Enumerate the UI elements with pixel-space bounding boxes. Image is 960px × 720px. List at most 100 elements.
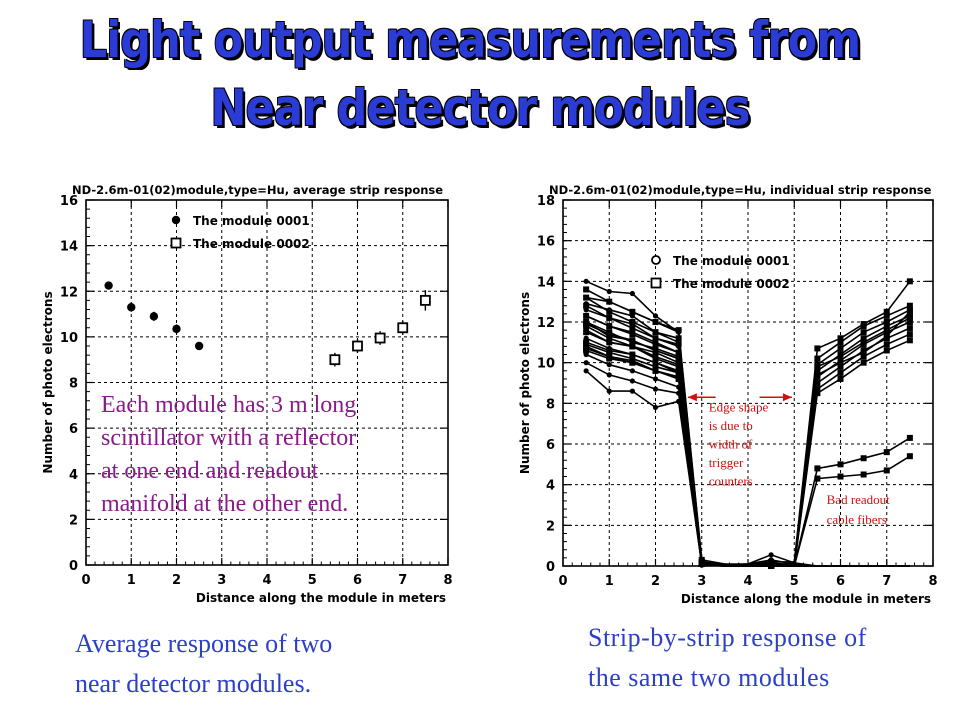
- data-point: [698, 560, 705, 567]
- slide-title-line-1: Light output measurements from: [79, 11, 861, 69]
- legend-label: The module 0002: [673, 277, 790, 291]
- data-point: [814, 345, 821, 352]
- edge-note-line: is due to: [709, 418, 753, 433]
- left-caption-line-1: Average response of two: [75, 629, 333, 658]
- data-point: [652, 367, 659, 374]
- data-point: [675, 353, 682, 360]
- data-point: [606, 298, 613, 305]
- data-point: [629, 359, 636, 366]
- left-arrow-head: [687, 393, 697, 402]
- left-caption-line-2: near detector modules.: [75, 669, 312, 698]
- grid-lines: [86, 200, 448, 565]
- data-point: [652, 341, 659, 348]
- data-point: [629, 325, 636, 332]
- data-point: [329, 354, 341, 366]
- data-point: [652, 353, 659, 360]
- bad-fiber-note: Bad readout cable fibers: [827, 492, 891, 527]
- strip-series: [585, 280, 911, 567]
- data-point: [675, 375, 682, 382]
- series-1: [104, 281, 204, 351]
- legend-label: The module 0002: [193, 237, 310, 251]
- x-axis-label: Distance along the module in meters: [681, 592, 931, 606]
- series-2: [329, 290, 431, 367]
- data-point: [675, 341, 682, 348]
- data-point: [906, 434, 913, 441]
- data-point: [837, 335, 844, 342]
- module-description: Each module has 3 m long scintillator wit…: [101, 392, 356, 517]
- data-point: [860, 339, 867, 346]
- data-point: [883, 347, 890, 354]
- slide-title-line-2: Near detector modules: [210, 79, 751, 137]
- data-point: [652, 404, 659, 410]
- legend-label: The module 0001: [673, 254, 790, 268]
- data-point: [583, 302, 590, 309]
- data-point: [583, 368, 589, 374]
- x-tick-label: 8: [443, 573, 452, 588]
- x-tick-label: 2: [651, 574, 660, 589]
- data-point: [814, 367, 821, 374]
- data-point: [814, 371, 821, 378]
- data-point: [583, 294, 590, 301]
- data-point: [883, 449, 890, 456]
- edge-note-line: width of: [709, 436, 753, 451]
- bad-fiber-note-line: cable fibers: [827, 512, 887, 527]
- data-point: [652, 376, 659, 382]
- x-tick-label: 6: [836, 574, 845, 589]
- data-point: [149, 312, 159, 321]
- data-point: [583, 329, 590, 336]
- data-point: [675, 327, 682, 334]
- data-point: [652, 329, 659, 336]
- data-point: [860, 353, 867, 360]
- data-point: [860, 323, 867, 330]
- y-tick-label: 14: [60, 240, 78, 255]
- x-tick-label: 7: [882, 574, 891, 589]
- y-tick-label: 8: [69, 377, 78, 392]
- data-point: [104, 281, 113, 290]
- data-point: [860, 349, 867, 356]
- data-point: [814, 355, 821, 362]
- data-point: [837, 369, 844, 376]
- y-tick-label: 12: [537, 316, 555, 331]
- y-tick-label: 14: [537, 275, 555, 290]
- data-point: [906, 302, 913, 309]
- data-point: [629, 343, 636, 350]
- module-description-line: Each module has 3 m long: [101, 392, 356, 418]
- right-chart: 0 1 2 3 4 5 6 7 8024681012141618ND-2.6m-01(02)mo…: [518, 183, 938, 606]
- legend-marker: [650, 277, 662, 289]
- y-tick-label: 0: [546, 560, 555, 575]
- data-point: [629, 319, 636, 325]
- data-point: [652, 335, 659, 342]
- y-tick-label: 4: [546, 479, 555, 494]
- strip-markers: [583, 345, 913, 569]
- x-tick-label: 1: [605, 574, 614, 589]
- data-point: [768, 552, 774, 558]
- plot-frame: [85, 199, 449, 566]
- data-point: [583, 360, 589, 366]
- data-point: [352, 340, 363, 352]
- data-point: [629, 339, 636, 346]
- y-tick-label: 18: [537, 194, 555, 209]
- data-point: [906, 337, 913, 344]
- left-caption: Average response of two near detector mo…: [75, 624, 332, 704]
- data-point: [676, 398, 682, 404]
- y-tick-label: 4: [69, 468, 78, 483]
- data-point: [606, 349, 613, 356]
- data-point: [814, 380, 821, 386]
- data-point: [606, 353, 613, 360]
- data-point: [652, 386, 659, 392]
- data-point: [606, 339, 613, 346]
- strip-line: [585, 280, 911, 565]
- data-point: [583, 319, 590, 325]
- data-point: [837, 353, 844, 360]
- right-arrow-head: [782, 393, 792, 402]
- x-tick-label: 7: [398, 573, 407, 588]
- x-tick-label: 5: [308, 573, 317, 588]
- data-point: [172, 324, 181, 334]
- edge-arrows: [687, 393, 792, 402]
- data-point: [860, 335, 867, 342]
- data-point: [837, 363, 844, 370]
- data-point: [606, 329, 613, 336]
- data-point: [652, 345, 659, 352]
- y-tick-label: 6: [69, 422, 78, 437]
- data-point: [652, 359, 659, 366]
